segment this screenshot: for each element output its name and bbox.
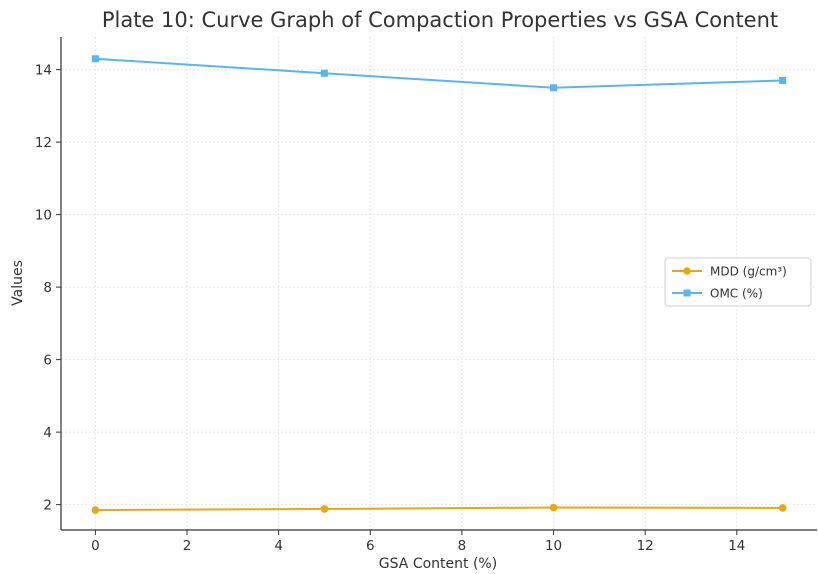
series-group: [91, 55, 787, 514]
legend: MDD (g/cm³) OMC (%): [664, 257, 812, 307]
data-point: [320, 505, 329, 513]
legend-entries: MDD (g/cm³) OMC (%): [672, 265, 787, 301]
data-point: [779, 77, 787, 84]
x-tick-label: 14: [728, 538, 745, 554]
y-tick-label: 12: [35, 135, 52, 151]
x-tick-label: 4: [274, 538, 283, 554]
y-tick-label: 4: [43, 425, 52, 441]
x-tick-label: 12: [637, 538, 654, 554]
series-mdd: [91, 503, 787, 514]
grid: [61, 37, 817, 530]
legend-label: OMC (%): [710, 287, 763, 301]
y-tick-label: 6: [43, 353, 52, 369]
data-point: [320, 69, 328, 77]
data-point: [549, 503, 558, 512]
series-line: [95, 506, 783, 512]
y-tick-label: 8: [43, 280, 52, 296]
y-tick-label: 10: [35, 208, 52, 224]
data-point: [91, 55, 99, 63]
legend-swatch-marker: [683, 289, 691, 297]
x-tick-label: 2: [183, 538, 192, 554]
x-axis-title: GSA Content (%): [379, 556, 497, 572]
y-axis-title: Values: [10, 260, 26, 306]
y-tick-label: 14: [35, 63, 52, 79]
y-tick-label: 2: [43, 498, 52, 514]
x-tick-label: 0: [91, 538, 100, 554]
chart-title: Plate 10: Curve Graph of Compaction Prop…: [102, 8, 778, 32]
legend-item: MDD (g/cm³): [672, 265, 787, 279]
data-point: [91, 506, 100, 514]
data-point: [550, 84, 558, 92]
x-tick-label: 6: [366, 538, 375, 554]
x-tick-labels: 0 2 4 6 8 10 12 14: [91, 530, 745, 554]
legend-swatch-marker: [683, 267, 691, 275]
x-tick-label: 10: [545, 538, 562, 554]
y-tick-labels: 2 4 6 8 10 12 14: [35, 63, 61, 514]
data-point: [778, 504, 787, 512]
legend-label: MDD (g/cm³): [710, 265, 787, 279]
legend-item: OMC (%): [672, 287, 763, 301]
series-omc: [91, 55, 787, 92]
x-tick-label: 8: [458, 538, 467, 554]
series-line: [95, 57, 783, 89]
